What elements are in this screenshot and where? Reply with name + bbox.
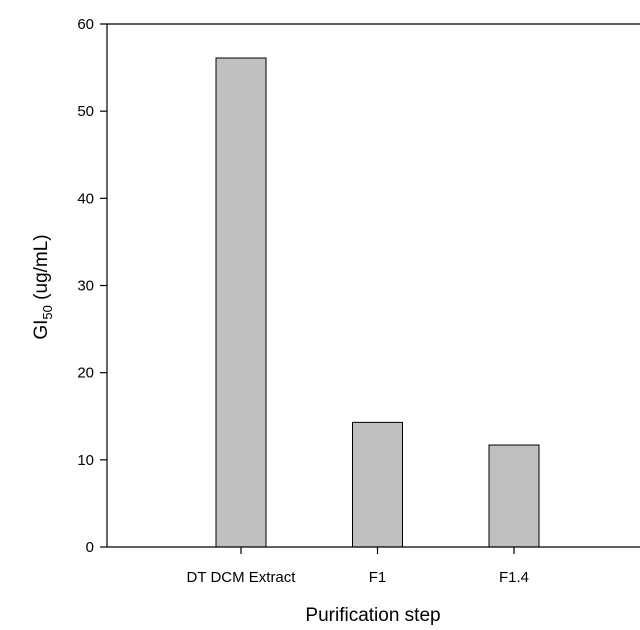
- y-tick-label: 0: [86, 539, 94, 556]
- x-ticks-group: DT DCM Extract F1 F1.4: [187, 547, 529, 586]
- x-tick-label: F1: [369, 569, 387, 586]
- bar: [489, 445, 539, 547]
- y-axis-title-subscript: 50: [40, 305, 55, 319]
- y-tick-label: 40: [77, 190, 94, 207]
- bar: [216, 58, 266, 547]
- x-tick-label: DT DCM Extract: [187, 569, 297, 586]
- y-tick-label: 60: [77, 16, 94, 33]
- y-tick-label: 10: [77, 452, 94, 469]
- y-axis-title: GI50 (ug/mL): [31, 234, 55, 339]
- y-tick-label: 30: [77, 278, 94, 295]
- y-tick-label: 20: [77, 365, 94, 382]
- y-axis-title-unit: (ug/mL): [31, 234, 52, 305]
- x-tick-label: F1.4: [499, 569, 529, 586]
- bars-group: [216, 58, 539, 547]
- y-axis-title-main: GI: [31, 320, 52, 340]
- bar: [353, 422, 403, 547]
- y-ticks-group: 0 10 20 30 40 50 60: [77, 16, 107, 556]
- y-tick-label: 50: [77, 103, 94, 120]
- x-axis-title: Purification step: [305, 605, 440, 626]
